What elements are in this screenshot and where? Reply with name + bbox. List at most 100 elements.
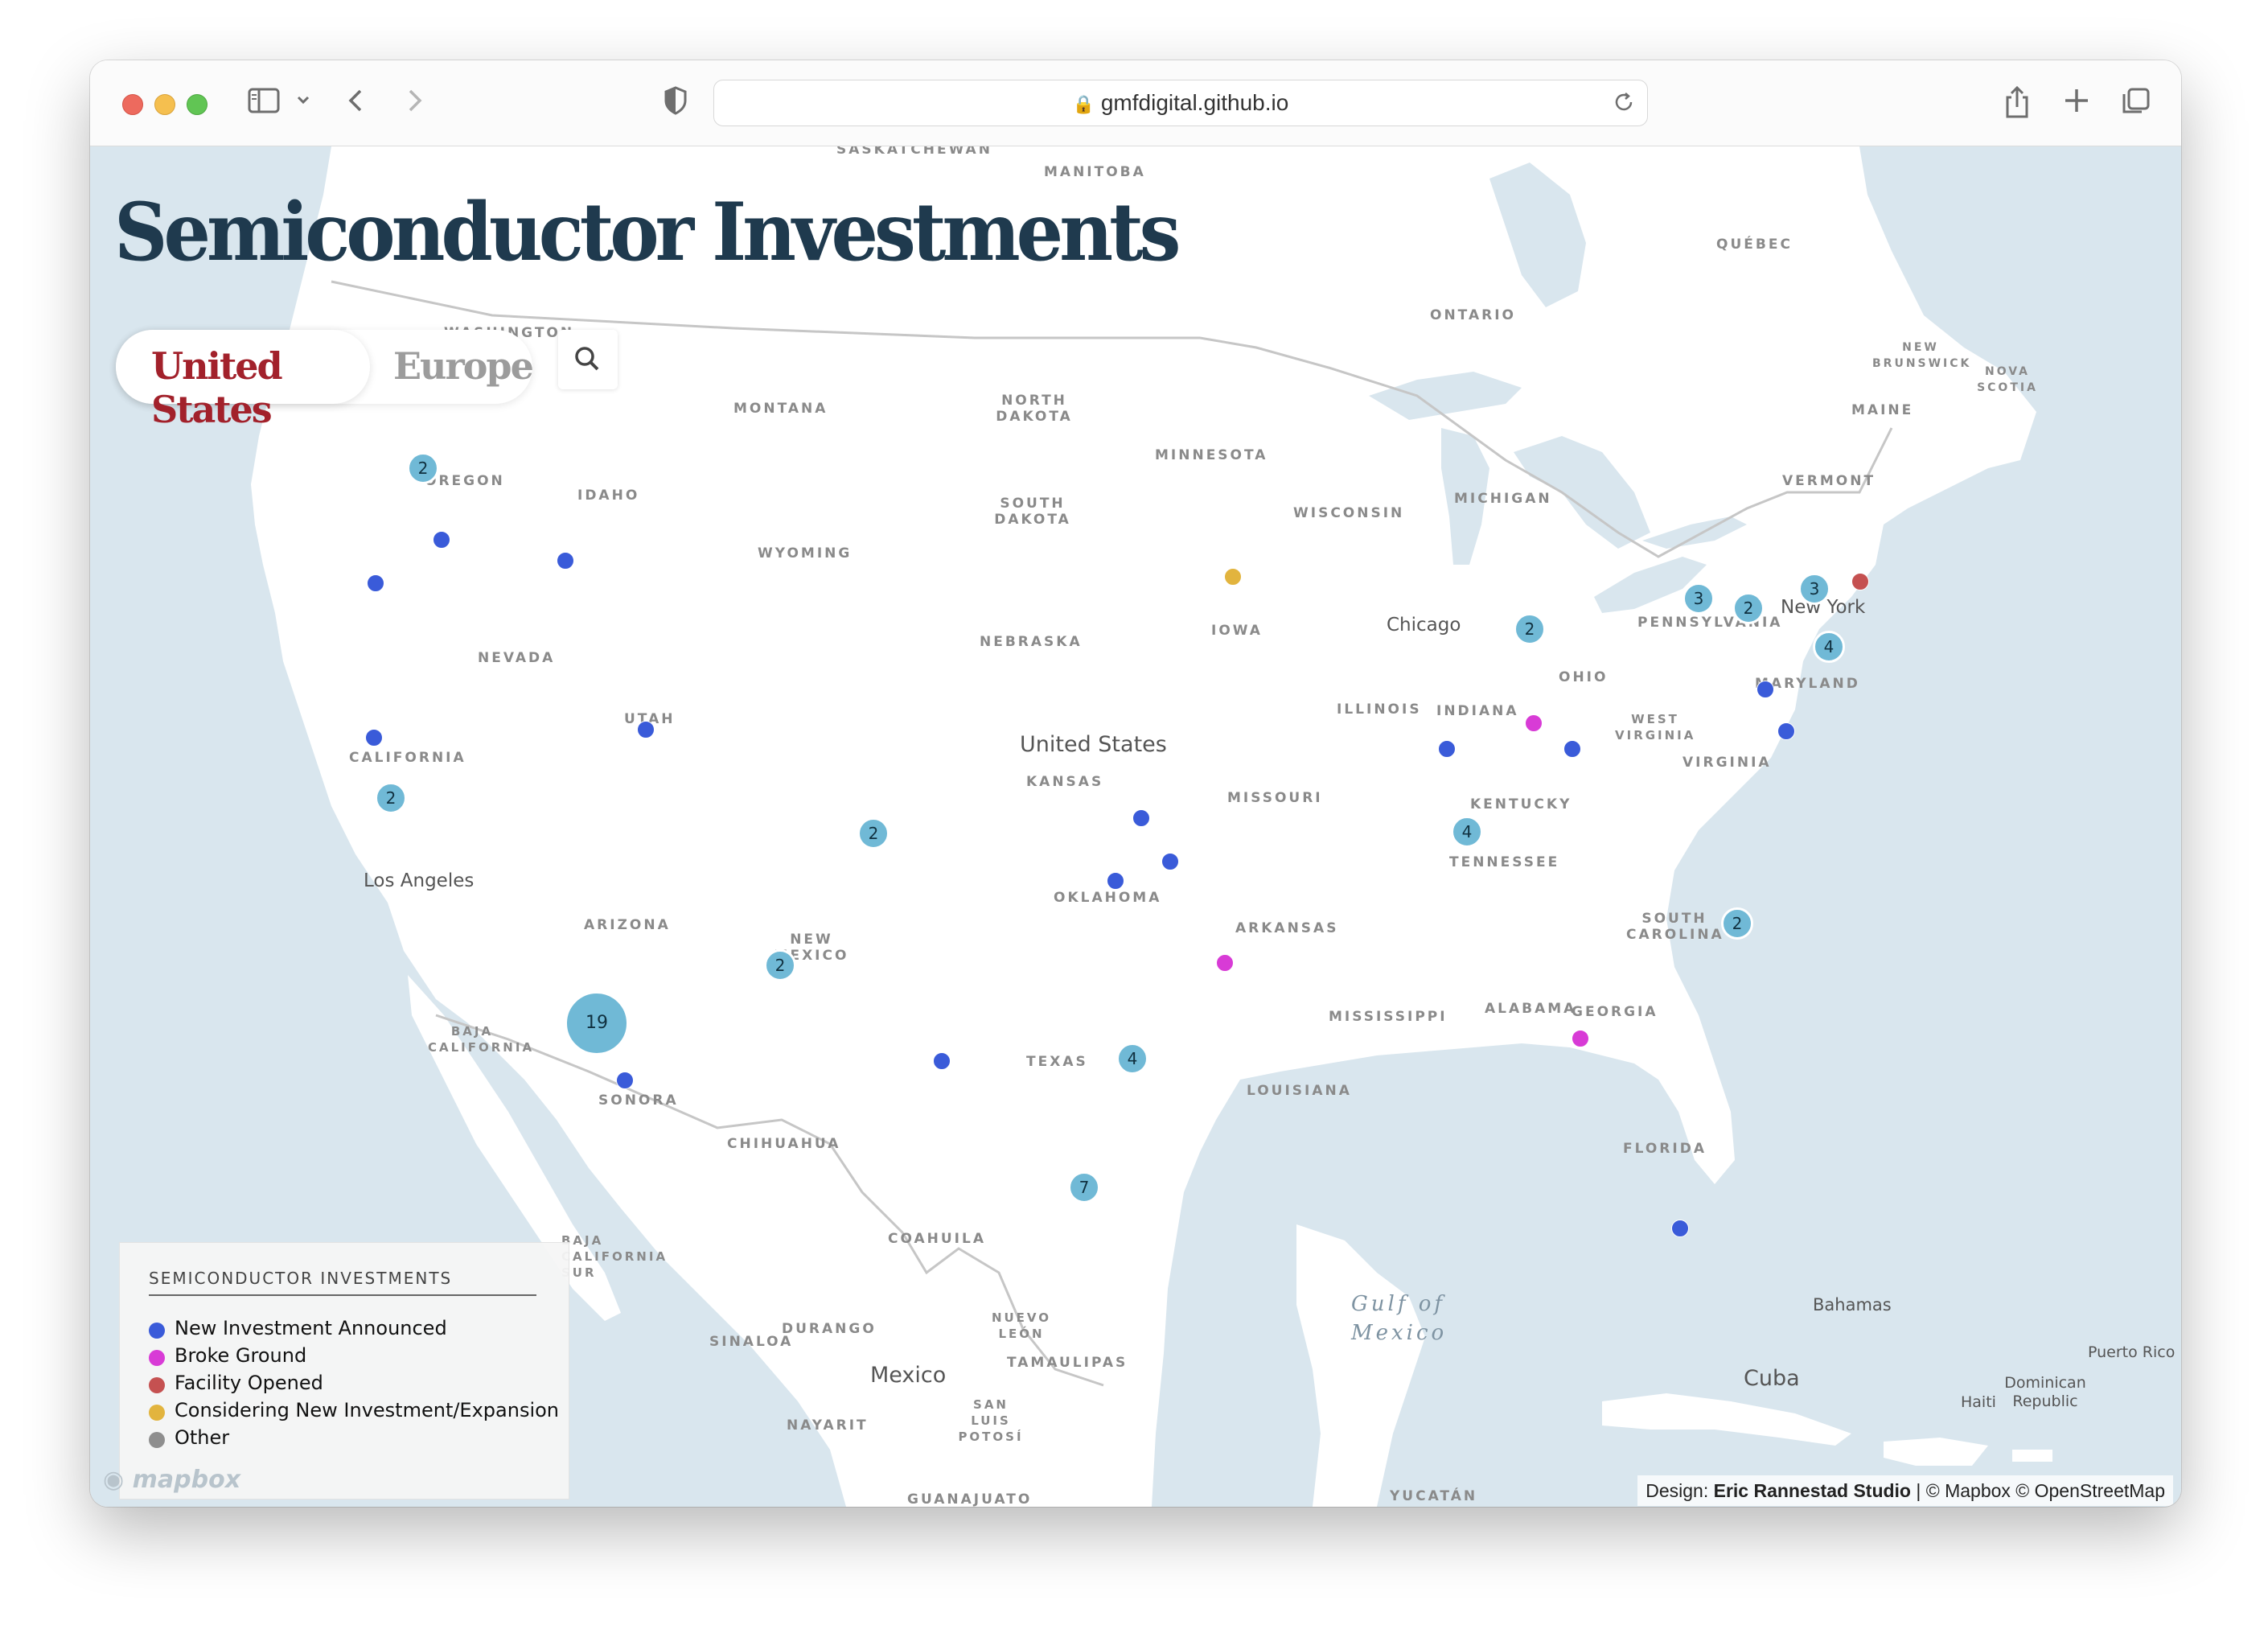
country-label: Mexico xyxy=(870,1363,947,1388)
region-label: SASKATCHEWAN xyxy=(836,146,992,158)
mapbox-logo-icon: ◉ xyxy=(103,1466,125,1494)
investment-point-broke-ground[interactable] xyxy=(1525,714,1543,732)
investment-cluster[interactable]: 2 xyxy=(1721,907,1753,940)
region-label: MISSISSIPPI xyxy=(1329,1009,1448,1025)
new-tab-icon[interactable] xyxy=(2061,84,2093,125)
region-label: TEXAS xyxy=(1026,1054,1088,1070)
investment-cluster[interactable]: 4 xyxy=(1813,631,1845,663)
investment-cluster[interactable]: 3 xyxy=(1798,573,1830,605)
investment-point-announced[interactable] xyxy=(365,729,383,747)
reload-icon[interactable] xyxy=(1612,90,1636,117)
investment-cluster[interactable]: 19 xyxy=(565,991,629,1055)
tab-europe[interactable]: Europe xyxy=(393,344,534,388)
search-button[interactable] xyxy=(558,330,618,389)
close-window-button[interactable] xyxy=(122,94,143,115)
legend-title: SEMICONDUCTOR INVESTMENTS xyxy=(149,1269,453,1288)
region-label: QUÉBEC xyxy=(1716,237,1793,253)
region-label: WEST VIRGINIA xyxy=(1615,712,1696,743)
investment-cluster[interactable]: 2 xyxy=(857,817,890,850)
region-label: COAHUILA xyxy=(888,1231,986,1247)
region-label: SINALOA xyxy=(709,1334,794,1350)
attribution-studio-link[interactable]: Eric Rannestad Studio xyxy=(1713,1480,1911,1501)
attribution-suffix[interactable]: | © Mapbox © OpenStreetMap xyxy=(1910,1480,2165,1501)
region-label: OKLAHOMA xyxy=(1054,890,1162,906)
legend-label: Other xyxy=(175,1426,230,1449)
legend-label: New Investment Announced xyxy=(175,1317,447,1339)
investment-point-announced[interactable] xyxy=(1756,681,1774,698)
sidebar-toggle-icon[interactable] xyxy=(244,84,283,123)
forward-icon[interactable] xyxy=(402,84,426,125)
chevron-down-icon[interactable] xyxy=(293,84,314,125)
investment-cluster[interactable]: 2 xyxy=(764,949,796,981)
investment-point-announced[interactable] xyxy=(1777,722,1795,740)
investment-cluster[interactable]: 2 xyxy=(1514,613,1546,645)
back-icon[interactable] xyxy=(344,84,368,125)
region-label: NEBRASKA xyxy=(980,634,1083,650)
investment-point-announced[interactable] xyxy=(433,531,450,549)
tab-united-states[interactable]: United States xyxy=(116,330,370,431)
region-label: KANSAS xyxy=(1026,774,1104,790)
region-label: MONTANA xyxy=(733,401,828,417)
investment-cluster[interactable]: 2 xyxy=(375,782,407,814)
tab-overview-icon[interactable] xyxy=(2120,84,2152,125)
region-label: IOWA xyxy=(1211,623,1263,639)
water-label: Gulf of xyxy=(1351,1292,1445,1316)
investment-point-announced[interactable] xyxy=(1107,872,1124,890)
region-label: FLORIDA xyxy=(1623,1141,1707,1157)
region-label: GUANAJUATO xyxy=(907,1491,1033,1507)
share-icon[interactable] xyxy=(2001,84,2033,129)
zoom-window-button[interactable] xyxy=(187,94,207,115)
region-tabs: United States Europe xyxy=(116,330,534,431)
investment-cluster[interactable]: 4 xyxy=(1451,816,1483,848)
investment-cluster[interactable]: 4 xyxy=(1116,1043,1148,1075)
investment-point-broke-ground[interactable] xyxy=(1216,954,1234,972)
region-label: ARKANSAS xyxy=(1235,920,1339,936)
investment-point-announced[interactable] xyxy=(1161,853,1179,870)
region-label: ILLINOIS xyxy=(1337,701,1422,718)
map-attribution: Design: Eric Rannestad Studio | © Mapbox… xyxy=(1637,1475,2173,1506)
region-label: MAINE xyxy=(1851,402,1914,418)
mapbox-logo-text: mapbox xyxy=(132,1466,241,1494)
investment-cluster[interactable]: 2 xyxy=(1732,592,1765,624)
mapbox-logo[interactable]: ◉ mapbox xyxy=(103,1466,240,1494)
region-label: DURANGO xyxy=(782,1321,877,1337)
investment-cluster[interactable]: 2 xyxy=(407,452,439,484)
region-label: VERMONT xyxy=(1782,473,1876,489)
investment-point-announced[interactable] xyxy=(933,1052,951,1070)
region-label: MARYLAND xyxy=(1755,676,1860,692)
investment-point-announced[interactable] xyxy=(1671,1220,1689,1237)
shield-icon[interactable] xyxy=(659,84,692,125)
legend-dot xyxy=(149,1405,165,1421)
investment-point-announced[interactable] xyxy=(616,1072,634,1089)
investment-point-announced[interactable] xyxy=(1438,740,1456,758)
water-label: Mexico xyxy=(1351,1321,1448,1345)
browser-toolbar: 🔒 gmfdigital.github.io xyxy=(90,60,2181,146)
legend-label: Facility Opened xyxy=(175,1372,323,1394)
investment-point-announced[interactable] xyxy=(367,574,384,592)
region-label: WISCONSIN xyxy=(1293,505,1405,521)
investment-cluster[interactable]: 7 xyxy=(1068,1171,1100,1203)
map-canvas[interactable]: SASKATCHEWAN MANITOBA QUÉBEC ONTARIO NEW… xyxy=(90,146,2181,1507)
investment-cluster[interactable]: 3 xyxy=(1683,582,1715,615)
investment-point-announced[interactable] xyxy=(1132,809,1150,827)
minimize-window-button[interactable] xyxy=(154,94,175,115)
region-label: ARIZONA xyxy=(584,917,671,933)
investment-point-announced[interactable] xyxy=(637,721,655,738)
region-label: SOUTH CAROLINA xyxy=(1626,911,1724,943)
region-label: TENNESSEE xyxy=(1449,854,1560,870)
region-label: KENTUCKY xyxy=(1470,796,1572,812)
region-label: BAJA CALIFORNIA SUR xyxy=(561,1233,668,1280)
legend-dot xyxy=(149,1350,165,1366)
country-label: Bahamas xyxy=(1813,1295,1892,1314)
investment-point-considering[interactable] xyxy=(1224,568,1242,586)
region-label: LOUISIANA xyxy=(1247,1083,1352,1099)
region-label: NEW BRUNSWICK xyxy=(1872,341,1972,370)
investment-point-announced[interactable] xyxy=(1563,740,1581,758)
region-label: YUCATÁN xyxy=(1390,1488,1478,1504)
region-label: INDIANA xyxy=(1436,703,1519,719)
address-bar[interactable]: 🔒 gmfdigital.github.io xyxy=(713,80,1648,126)
country-label: Haiti xyxy=(1961,1393,1996,1411)
investment-point-announced[interactable] xyxy=(557,552,574,570)
investment-point-broke-ground[interactable] xyxy=(1572,1030,1589,1047)
investment-point-facility-opened[interactable] xyxy=(1851,573,1869,590)
